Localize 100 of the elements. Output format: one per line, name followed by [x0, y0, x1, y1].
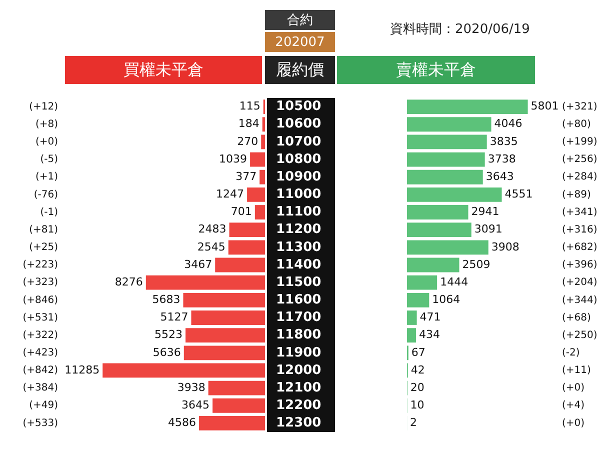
text: (-1)	[40, 206, 58, 218]
text: 202007	[265, 32, 335, 52]
bar	[407, 275, 438, 290]
data-label: 3938	[177, 380, 206, 394]
text: (+284)	[562, 172, 598, 183]
bar	[215, 258, 265, 272]
text: (+68)	[562, 312, 592, 324]
y-tick-label: 11000	[276, 187, 322, 202]
data-label: 377	[236, 170, 257, 183]
y-tick-label: 11300	[276, 240, 322, 255]
data-label: 1247	[216, 188, 244, 201]
text: (+49)	[29, 400, 58, 412]
text: (-2)	[562, 347, 580, 358]
bar	[102, 363, 265, 378]
data-label: 67	[411, 346, 426, 359]
bar	[262, 117, 265, 132]
bar	[407, 152, 485, 167]
text: (+423)	[22, 347, 58, 358]
text: (+204)	[562, 277, 598, 288]
y-axis-title: 履約價	[265, 56, 335, 84]
text: (+0)	[35, 136, 58, 148]
data-label: 3643	[486, 170, 514, 183]
text: (+11)	[562, 365, 592, 376]
text: (+322)	[22, 330, 58, 341]
text: (+846)	[22, 294, 58, 306]
text: (+199)	[562, 136, 598, 148]
data-label: 184	[238, 117, 260, 130]
y-tick-label: 11900	[276, 345, 322, 360]
bar	[407, 187, 502, 202]
text: (+12)	[29, 101, 58, 112]
y-tick-label: 11400	[276, 257, 322, 272]
text: (+384)	[22, 382, 58, 394]
bar	[208, 380, 265, 396]
data-label: 3091	[474, 222, 502, 236]
y-tick-label: 11600	[276, 292, 322, 308]
data-label: 3908	[491, 240, 520, 254]
data-label: 1039	[219, 152, 248, 166]
text: (+323)	[22, 277, 58, 288]
data-label: 3835	[490, 134, 518, 148]
bar	[254, 205, 265, 220]
text: 合約	[265, 10, 335, 30]
bar	[212, 398, 265, 413]
y-tick-label: 10600	[276, 116, 322, 132]
y-tick-label: 11700	[276, 310, 322, 326]
data-label: 4586	[168, 416, 196, 430]
data-label: 3738	[488, 152, 516, 166]
text: (+682)	[562, 242, 598, 254]
y-tick-label: 10900	[276, 169, 322, 184]
bar	[183, 292, 265, 308]
text: (+396)	[562, 260, 598, 271]
y-tick-label: 12200	[276, 398, 322, 414]
data-label: 5127	[160, 310, 188, 324]
text: (+256)	[562, 154, 598, 166]
data-label: 8276	[114, 275, 143, 288]
bar	[407, 222, 472, 238]
text: (+344)	[562, 294, 598, 306]
data-label: 5801	[530, 100, 559, 113]
y-tick-label: 12300	[276, 416, 322, 431]
bar	[199, 416, 265, 430]
data-label: 3645	[182, 398, 210, 412]
text: (+81)	[29, 224, 58, 236]
data-label: 2509	[462, 258, 490, 271]
bar	[407, 310, 417, 325]
text: (+8)	[35, 118, 58, 130]
text: (-76)	[34, 189, 58, 200]
data-label: 5523	[154, 328, 183, 342]
bar	[407, 240, 488, 255]
chart-subtitle: 資料時間：2020/06/19	[390, 21, 530, 38]
data-label: 270	[237, 134, 258, 148]
data-label: 701	[230, 205, 252, 218]
chart-title: 賣權未平倉	[337, 56, 535, 84]
text: (+0)	[562, 418, 585, 429]
data-label: 115	[239, 100, 260, 113]
text: (+4)	[562, 400, 585, 412]
bar	[260, 170, 265, 184]
text: (+531)	[22, 312, 58, 324]
bar	[191, 310, 265, 325]
bar	[184, 346, 265, 360]
chart-title: 買權未平倉	[65, 56, 262, 84]
bar	[229, 222, 265, 238]
data-label: 3467	[184, 258, 212, 271]
bar	[186, 328, 265, 343]
data-label: 434	[419, 328, 440, 342]
data-label: 5683	[152, 293, 180, 306]
data-label: 471	[420, 310, 441, 324]
data-label: 2941	[471, 205, 500, 218]
text: (+842)	[22, 365, 58, 376]
text: (-5)	[40, 154, 58, 166]
bar	[261, 134, 265, 150]
data-label: 4551	[504, 188, 533, 201]
bar	[407, 134, 487, 150]
bar	[407, 205, 468, 220]
bar	[407, 100, 528, 114]
text: (+250)	[562, 330, 598, 341]
bar	[407, 292, 430, 308]
bar	[407, 328, 416, 343]
y-tick-label: 12000	[276, 362, 322, 378]
text: (+80)	[562, 118, 592, 130]
y-tick-label: 11800	[276, 328, 322, 343]
y-tick-label: 12100	[276, 380, 322, 396]
